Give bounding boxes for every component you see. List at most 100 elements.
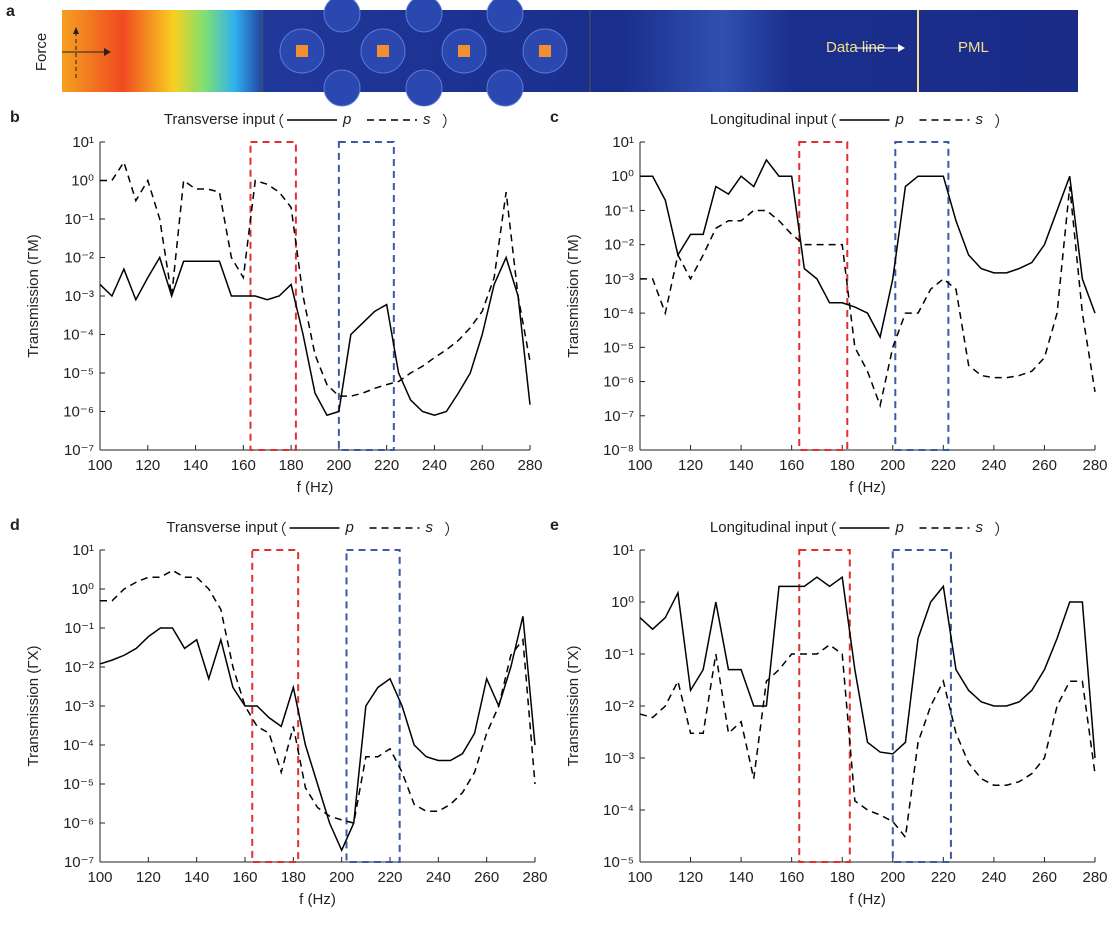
legend-paren bbox=[282, 521, 286, 537]
series-line bbox=[100, 160, 531, 397]
x-tick-label: 140 bbox=[184, 869, 209, 886]
y-tick-label: 10⁻⁶ bbox=[603, 374, 634, 391]
x-tick-label: 120 bbox=[678, 869, 703, 886]
y-tick-label: 10⁻² bbox=[64, 659, 94, 676]
x-tick-label: 140 bbox=[729, 457, 754, 474]
y-tick-label: 10⁻⁷ bbox=[604, 408, 634, 425]
y-tick-label: 10⁻² bbox=[604, 698, 634, 715]
force-label: Force bbox=[33, 33, 50, 71]
y-axis-label: Transmission (ΓX) bbox=[565, 645, 582, 766]
panel-label: d bbox=[10, 517, 20, 534]
y-tick-label: 10⁻⁷ bbox=[64, 854, 94, 871]
x-tick-label: 100 bbox=[87, 457, 112, 474]
y-tick-label: 10⁻⁵ bbox=[603, 854, 634, 871]
y-tick-label: 10⁻³ bbox=[604, 750, 634, 767]
series-line bbox=[100, 569, 536, 824]
legend-label: s bbox=[976, 519, 984, 536]
x-tick-label: 180 bbox=[830, 457, 855, 474]
x-tick-label: 120 bbox=[678, 457, 703, 474]
legend-paren bbox=[445, 521, 449, 537]
series-line bbox=[640, 186, 1096, 409]
x-tick-label: 240 bbox=[426, 869, 451, 886]
y-tick-label: 10¹ bbox=[612, 134, 634, 151]
legend-label: p bbox=[345, 519, 354, 536]
x-tick-label: 140 bbox=[729, 869, 754, 886]
y-tick-label: 10⁻⁴ bbox=[603, 802, 634, 819]
legend-label: s bbox=[423, 111, 431, 128]
panel-label: b bbox=[10, 109, 20, 126]
legend-label: p bbox=[895, 519, 904, 536]
panel-label: a bbox=[6, 3, 15, 20]
highlight-band bbox=[894, 141, 950, 451]
x-axis-label: f (Hz) bbox=[849, 479, 886, 496]
chart-title: Longitudinal input bbox=[710, 111, 828, 128]
y-tick-label: 10⁻⁵ bbox=[603, 339, 634, 356]
legend-paren bbox=[995, 521, 999, 537]
y-axis-label: Transmission (ΓM) bbox=[565, 234, 582, 358]
x-tick-label: 220 bbox=[374, 457, 399, 474]
arrow-head bbox=[898, 44, 905, 52]
y-tick-label: 10¹ bbox=[612, 542, 634, 559]
x-tick-label: 280 bbox=[522, 869, 547, 886]
x-tick-label: 100 bbox=[627, 457, 652, 474]
y-tick-label: 10⁻¹ bbox=[64, 211, 94, 228]
x-tick-label: 240 bbox=[422, 457, 447, 474]
x-tick-label: 200 bbox=[329, 869, 354, 886]
y-tick-label: 10⁻⁶ bbox=[63, 404, 94, 421]
x-tick-label: 260 bbox=[474, 869, 499, 886]
y-tick-label: 10¹ bbox=[72, 134, 94, 151]
x-tick-label: 240 bbox=[981, 457, 1006, 474]
x-tick-label: 260 bbox=[1032, 457, 1057, 474]
chart-title: Transverse input bbox=[164, 111, 276, 128]
x-tick-label: 200 bbox=[880, 457, 905, 474]
x-tick-label: 260 bbox=[470, 457, 495, 474]
highlight-band bbox=[798, 549, 851, 863]
x-tick-label: 160 bbox=[779, 869, 804, 886]
x-axis-label: f (Hz) bbox=[297, 479, 334, 496]
arrow-head bbox=[73, 27, 79, 34]
series-line bbox=[639, 643, 1096, 840]
arrow-head bbox=[104, 48, 111, 56]
y-tick-label: 10⁻¹ bbox=[64, 620, 94, 637]
y-tick-label: 10⁻³ bbox=[604, 271, 634, 288]
series-line bbox=[640, 158, 1096, 340]
y-tick-label: 10⁻¹ bbox=[604, 202, 634, 219]
y-tick-label: 10⁻⁷ bbox=[64, 442, 94, 459]
x-tick-label: 280 bbox=[517, 457, 542, 474]
x-tick-label: 180 bbox=[279, 457, 304, 474]
x-tick-label: 140 bbox=[183, 457, 208, 474]
x-tick-label: 180 bbox=[281, 869, 306, 886]
y-tick-label: 10⁻¹ bbox=[604, 646, 634, 663]
x-tick-label: 220 bbox=[931, 457, 956, 474]
chart-title: Transverse input bbox=[166, 519, 278, 536]
legend-paren bbox=[995, 113, 999, 129]
panel-a: a Data line PML Force bbox=[6, 0, 1078, 107]
legend-label: p bbox=[342, 111, 351, 128]
highlight-band bbox=[345, 549, 401, 863]
y-tick-label: 10⁰ bbox=[611, 594, 634, 611]
highlight-band bbox=[798, 141, 849, 451]
x-tick-label: 120 bbox=[136, 869, 161, 886]
series-line bbox=[99, 255, 531, 417]
x-tick-label: 220 bbox=[931, 869, 956, 886]
pml-label: PML bbox=[958, 39, 989, 56]
legend-label: s bbox=[976, 111, 984, 128]
x-tick-label: 280 bbox=[1082, 457, 1107, 474]
y-tick-label: 10¹ bbox=[72, 542, 94, 559]
x-tick-label: 160 bbox=[231, 457, 256, 474]
y-tick-label: 10⁻³ bbox=[64, 288, 94, 305]
legend-paren bbox=[832, 113, 836, 129]
x-tick-label: 100 bbox=[627, 869, 652, 886]
highlight-band bbox=[337, 141, 395, 451]
y-tick-label: 10⁻⁴ bbox=[63, 737, 94, 754]
y-tick-label: 10⁰ bbox=[611, 168, 634, 185]
legend-paren bbox=[279, 113, 284, 129]
y-tick-label: 10⁻⁵ bbox=[63, 776, 94, 793]
x-tick-label: 260 bbox=[1032, 869, 1057, 886]
x-tick-label: 120 bbox=[135, 457, 160, 474]
panel-label: c bbox=[550, 109, 559, 126]
legend-label: s bbox=[426, 519, 434, 536]
x-tick-label: 160 bbox=[779, 457, 804, 474]
data-line-label: Data line bbox=[826, 39, 885, 56]
